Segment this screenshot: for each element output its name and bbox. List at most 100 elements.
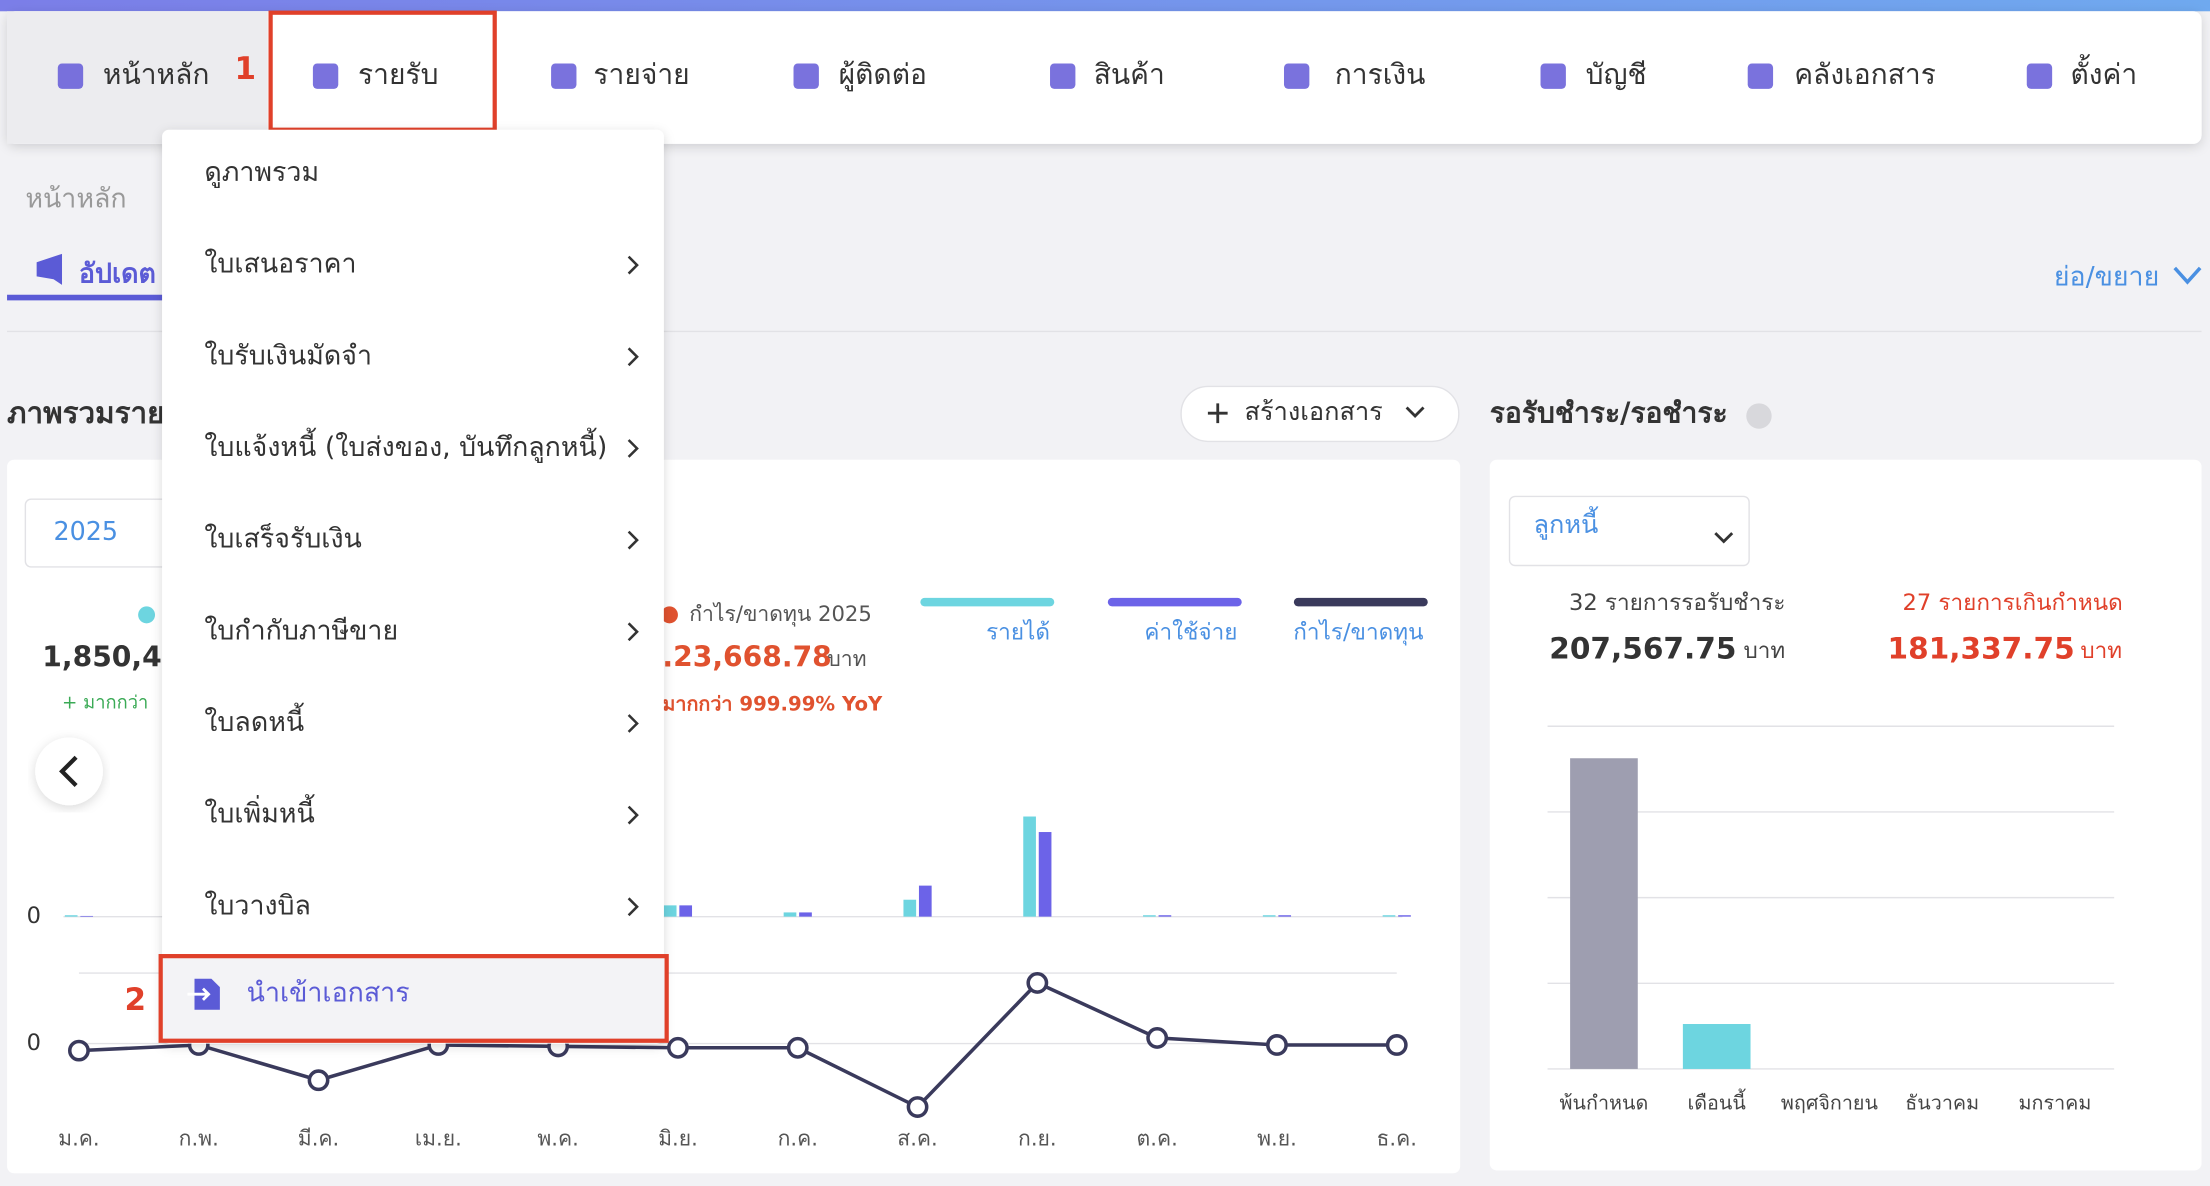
menu-item[interactable]: ใบเสนอราคา	[204, 248, 356, 280]
profit-value: .23,668.78	[662, 641, 831, 674]
menu-item[interactable]: ใบรับเงินมัดจำ	[204, 339, 372, 371]
help-icon[interactable]	[1746, 403, 1772, 429]
nav-item[interactable]: คลังเอกสาร	[1794, 58, 1936, 91]
nav-icon	[551, 63, 577, 89]
prev-chevron	[59, 755, 78, 787]
x-tick-label: พฤศจิกายน	[1781, 1092, 1878, 1115]
menu-item[interactable]: ใบลดหนี้	[204, 703, 304, 738]
nav-icon	[793, 63, 819, 89]
legend-label: รายได้	[986, 619, 1050, 646]
pending-card	[1489, 459, 2202, 1171]
bar	[64, 915, 78, 917]
nav-item[interactable]: รายรับ	[358, 58, 439, 91]
pending-count: 32 รายการรอรับชำระ	[1569, 590, 1785, 616]
bar	[1682, 1024, 1751, 1069]
menu-item[interactable]: ใบเสร็จรับเงิน	[204, 522, 361, 555]
import-document[interactable]: นำเข้าเอกสาร	[247, 978, 410, 1009]
x-tick-label: พ.ย.	[1257, 1125, 1297, 1150]
bar	[918, 885, 932, 917]
menu-item[interactable]: ใบเพิ่มหนี้	[204, 795, 314, 830]
megaphone-icon	[36, 253, 63, 285]
overdue-count: 27 รายการเกินกำหนด	[1903, 590, 2123, 616]
x-tick-label: ก.พ.	[179, 1125, 219, 1150]
x-tick-label: ต.ค.	[1137, 1125, 1178, 1150]
menu-item[interactable]: ใบกำกับภาษีขาย	[204, 614, 398, 646]
prev-button[interactable]	[35, 737, 103, 806]
bar	[1038, 832, 1052, 917]
bar	[1398, 915, 1411, 917]
bar	[1158, 915, 1172, 917]
tab-label[interactable]: อัปเดต	[79, 258, 156, 289]
debtor-select[interactable]	[1508, 495, 1750, 567]
profit-point	[1026, 971, 1049, 994]
select-chevron	[1714, 532, 1734, 544]
x-tick-label: ส.ค.	[897, 1125, 937, 1150]
profit-point	[667, 1036, 689, 1059]
overdue-amount: 181,337.75	[1888, 632, 2075, 666]
income-change: + มากกว่า	[62, 693, 148, 714]
legend-label: ค่าใช้จ่าย	[1144, 619, 1237, 646]
bar	[1570, 758, 1638, 1069]
bar	[663, 905, 677, 917]
x-tick-label: ม.ค.	[58, 1125, 99, 1150]
profit-point	[1385, 1034, 1408, 1056]
nav-icon	[1540, 63, 1566, 89]
dropdown-menu	[162, 129, 664, 1044]
nav-item[interactable]: สินค้า	[1094, 58, 1165, 91]
menu-item[interactable]: ดูภาพรวม	[204, 157, 319, 188]
profit-point	[307, 1069, 330, 1092]
profit-dot	[661, 606, 678, 624]
nav-item[interactable]: ตั้งค่า	[2070, 54, 2137, 91]
bar	[1382, 915, 1396, 917]
submenu-arrow	[627, 439, 639, 458]
submenu-arrow	[627, 805, 639, 825]
profit-point	[1146, 1026, 1169, 1049]
x-tick-label: มกราคม	[2019, 1092, 2092, 1115]
create-chevron	[1405, 406, 1425, 419]
legend-label: กำไร/ขาดทุน	[1293, 619, 1423, 646]
overview-title: ภาพรวมราย	[7, 396, 164, 430]
import-arrow	[187, 987, 211, 1001]
create-button[interactable]	[1180, 385, 1460, 443]
nav-item[interactable]: การเงิน	[1335, 58, 1426, 91]
x-tick-label: พ้นกำหนด	[1560, 1092, 1649, 1115]
submenu-arrow	[627, 622, 639, 642]
bar	[679, 905, 693, 917]
profit-unit: บาท	[827, 646, 866, 671]
profit-change: มากกว่า 999.99% YoY	[662, 693, 883, 716]
step-label: 2	[125, 982, 147, 1018]
nav-item[interactable]: บัญชี	[1586, 58, 1647, 91]
bar	[80, 915, 94, 917]
nav-item[interactable]: ผู้ติดต่อ	[839, 58, 927, 92]
profit-line	[78, 980, 1397, 1110]
menu-item[interactable]: ใบวางบิล	[204, 889, 311, 921]
nav-item[interactable]: รายจ่าย	[593, 58, 689, 91]
overview-chart: 0 0 ม.ค. ก.พ. มี.ค. เม.ย. พ.ค. มิ.ย. ก.ค. ส.ค. ก.ย…	[27, 816, 1417, 1150]
x-tick-label: เดือนนี้	[1688, 1089, 1747, 1115]
top-strip	[0, 0, 2210, 12]
profit-point	[786, 1036, 809, 1059]
nav-item[interactable]: หน้าหลัก	[103, 58, 210, 91]
bar	[799, 912, 812, 917]
nav-icon	[1283, 63, 1310, 89]
x-tick-label: ก.ค.	[778, 1125, 818, 1150]
profit-label: กำไร/ขาดทุน 2025	[689, 601, 872, 627]
nav-bar	[7, 11, 2202, 144]
x-tick-label: มิ.ย.	[658, 1125, 698, 1150]
collapse-link[interactable]: ย่อ/ขยาย	[2054, 261, 2159, 292]
breadcrumb: หน้าหลัก	[25, 184, 126, 215]
income-total: 1,850,46	[42, 641, 181, 674]
y-tick-label: 0	[27, 903, 41, 929]
menu-item[interactable]: ใบแจ้งหนี้ (ใบส่งของ, บันทึกลูกหนี้)	[204, 428, 607, 463]
x-tick-label: ก.ย.	[1018, 1125, 1057, 1150]
profit-point	[1266, 1034, 1288, 1056]
income-dot	[138, 606, 156, 624]
step-2-box[interactable]	[158, 954, 669, 1043]
bar	[1278, 915, 1292, 917]
x-tick-label: มี.ค.	[298, 1125, 339, 1150]
profit-point	[68, 1039, 90, 1062]
step-label: 1	[234, 51, 256, 87]
pending-title: รอรับชำระ/รอชำระ	[1490, 397, 1728, 430]
submenu-arrow	[627, 530, 639, 550]
pending-amount: 207,567.75	[1549, 632, 1736, 666]
